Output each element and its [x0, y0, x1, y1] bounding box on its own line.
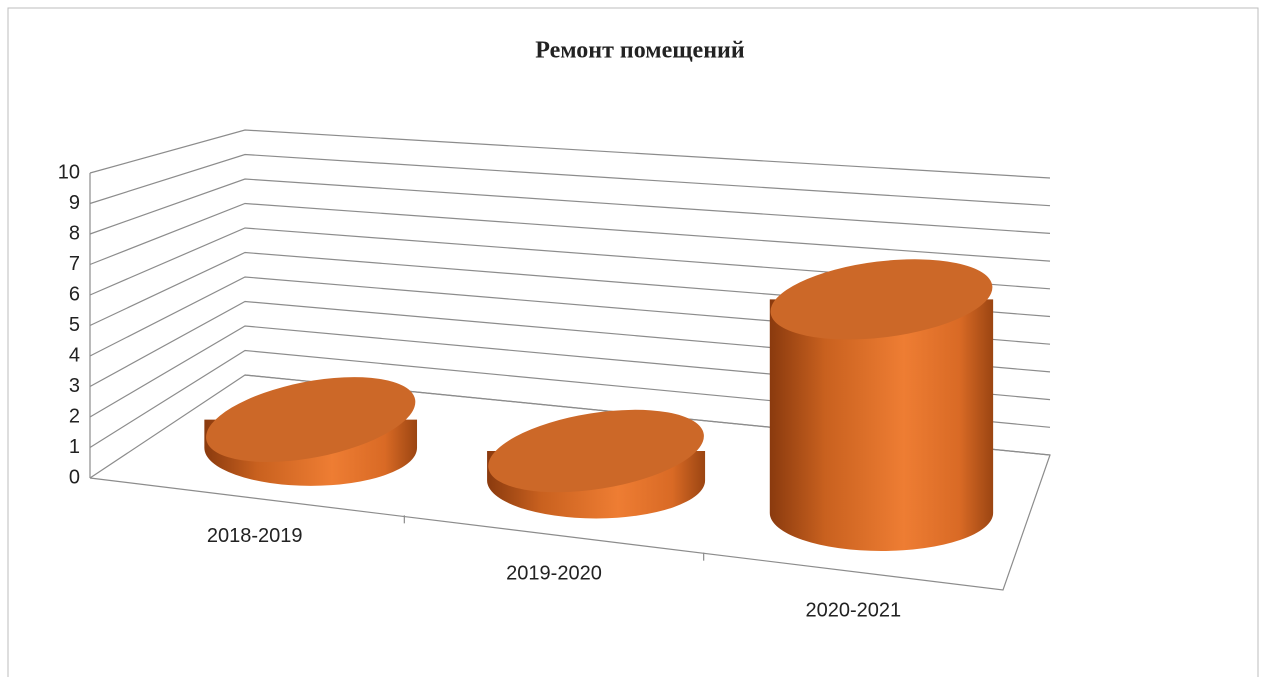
- y-tick-label: 9: [69, 192, 80, 214]
- y-tick-label: 3: [69, 375, 80, 397]
- grid-line: [89, 153, 1051, 207]
- grid-line: [89, 202, 1051, 266]
- y-tick-label: 4: [69, 344, 80, 366]
- chart-title: Ремонт помещений: [535, 38, 745, 64]
- y-tick-label: 1: [69, 436, 80, 458]
- x-tick-label: 2020-2021: [806, 600, 902, 622]
- y-tick-label: 2: [69, 405, 80, 427]
- y-tick-label: 6: [69, 283, 80, 305]
- y-tick-label: 0: [69, 466, 80, 488]
- bar: [769, 299, 994, 551]
- chart-frame: [7, 7, 1259, 677]
- y-tick-label: 8: [69, 222, 80, 244]
- y-tick-label: 7: [69, 253, 80, 275]
- grid-line: [89, 178, 1051, 235]
- grid-line: [89, 129, 1051, 179]
- bar-top: [770, 259, 993, 340]
- bar-top: [488, 409, 704, 493]
- grid-line: [89, 227, 1051, 296]
- y-tick-label: 10: [58, 161, 80, 183]
- x-tick-label: 2018-2019: [207, 525, 303, 547]
- x-tick-label: 2019-2020: [506, 562, 602, 584]
- bar-top: [206, 377, 416, 463]
- y-tick-label: 5: [69, 314, 80, 336]
